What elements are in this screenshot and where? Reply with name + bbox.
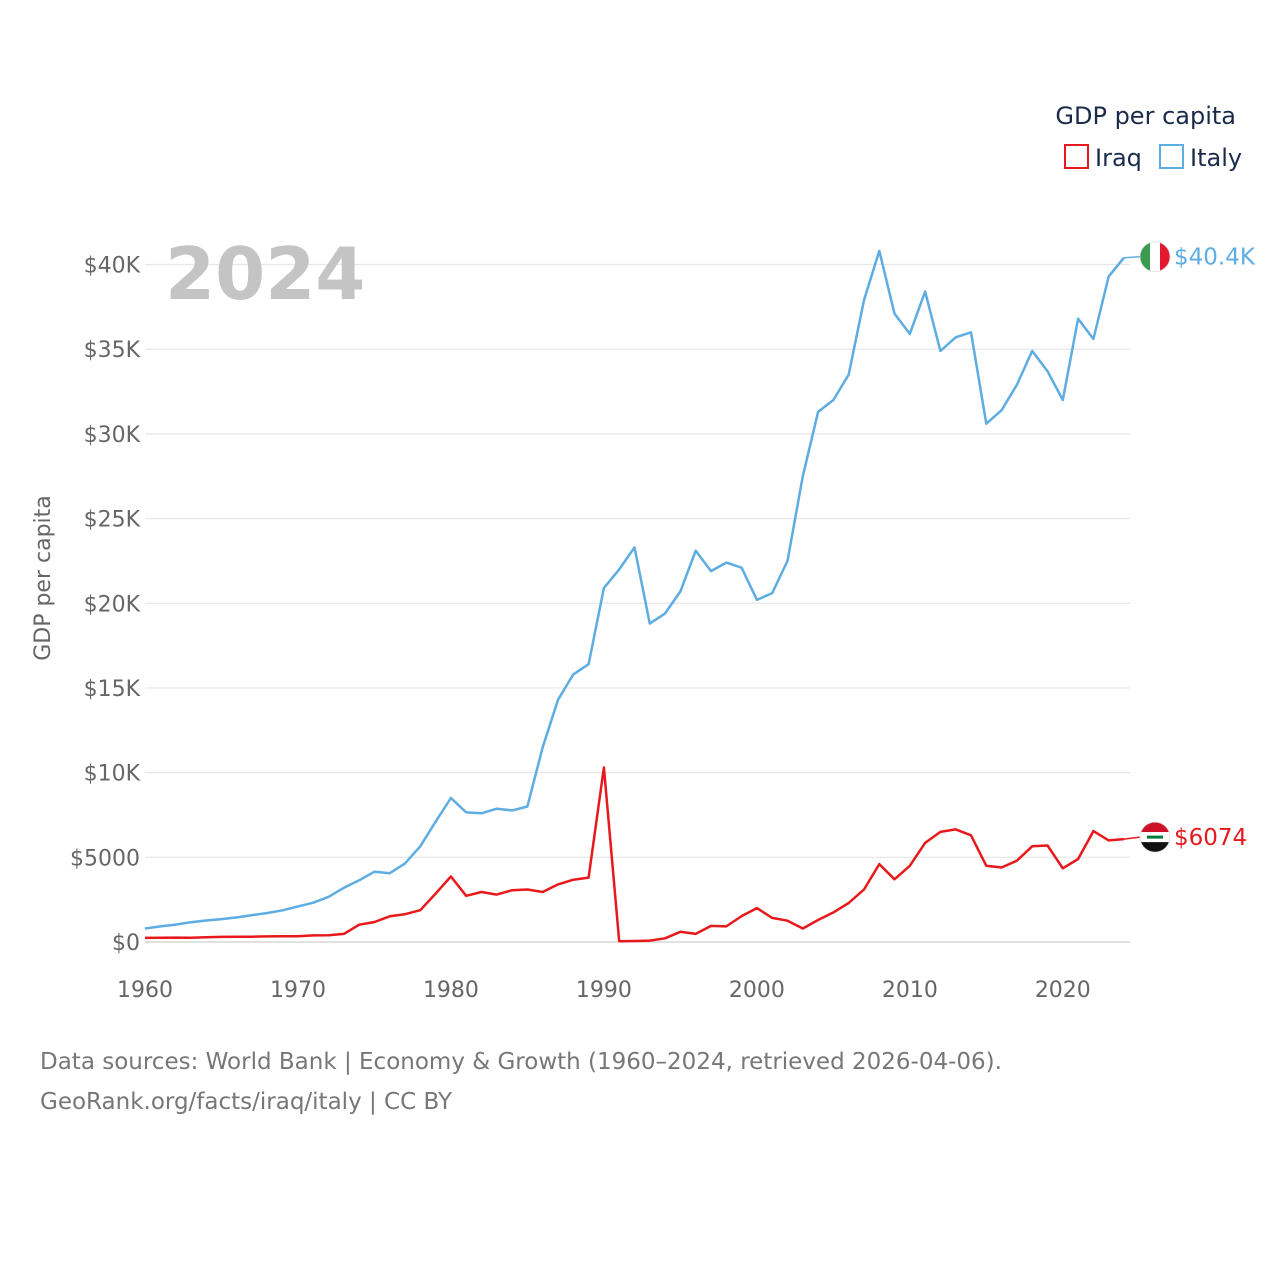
- end-connector-italy: [1123, 255, 1141, 259]
- y-tick-label: $25K: [84, 508, 141, 533]
- y-tick-label: $30K: [84, 423, 141, 448]
- footer: Data sources: World Bank | Economy & Gro…: [40, 1042, 1002, 1122]
- italy-flag-icon: [1139, 241, 1171, 273]
- end-marker-italy: $40.4K: [1123, 241, 1256, 273]
- y-tick-label: $10K: [84, 762, 141, 787]
- y-axis-title: GDP per capita: [31, 495, 56, 661]
- legend-swatch-italy: [1159, 144, 1184, 169]
- footer-attribution: GeoRank.org/facts/iraq/italy | CC BY: [40, 1089, 453, 1115]
- year-label: 2024: [165, 232, 365, 316]
- legend: GDP per capita Iraq Italy: [1055, 102, 1242, 172]
- y-tick-label: $15K: [84, 677, 141, 702]
- y-tick-label: $40K: [84, 254, 141, 279]
- legend-item-iraq[interactable]: Iraq: [1064, 144, 1142, 172]
- x-tick-label: 2020: [1035, 978, 1091, 1003]
- x-tick-label: 2010: [882, 978, 938, 1003]
- x-tick-label: 1990: [576, 978, 632, 1003]
- y-tick-label: $20K: [84, 592, 141, 617]
- y-axis-tick-labels: $0 $5000 $10K $15K $20K $25K $30K $35K $40K: [70, 254, 141, 957]
- legend-title: GDP per capita: [1055, 102, 1236, 130]
- end-value-label-italy: $40.4K: [1174, 245, 1256, 271]
- series-line-iraq: [144, 766, 1125, 943]
- x-tick-label: 1980: [423, 978, 479, 1003]
- legend-item-italy[interactable]: Italy: [1159, 144, 1242, 172]
- x-axis-tick-labels: 1960 1970 1980 1990 2000 2010 2020: [117, 978, 1091, 1003]
- x-tick-label: 1960: [117, 978, 173, 1003]
- x-tick-label: 1970: [270, 978, 326, 1003]
- y-tick-label: $5000: [70, 846, 140, 871]
- end-value-label-iraq: $6074: [1174, 825, 1247, 851]
- grid-lines: [145, 263, 1130, 943]
- x-tick-label: 2000: [729, 978, 785, 1003]
- iraq-flag-icon: [1139, 821, 1171, 853]
- legend-swatch-iraq: [1064, 144, 1089, 169]
- legend-label-iraq: Iraq: [1095, 144, 1142, 172]
- y-tick-label: $35K: [84, 338, 141, 363]
- y-tick-label: $0: [112, 931, 140, 956]
- chart: $0 $5000 $10K $15K $20K $25K $30K $35K $40K 1960…: [31, 102, 1256, 1003]
- end-connector-iraq: [1123, 836, 1141, 840]
- series-line-italy: [144, 249, 1125, 930]
- legend-label-italy: Italy: [1190, 144, 1242, 172]
- end-marker-iraq: $6074: [1123, 821, 1247, 853]
- series-lines: [144, 249, 1125, 943]
- footer-sources: Data sources: World Bank | Economy & Gro…: [40, 1049, 1002, 1075]
